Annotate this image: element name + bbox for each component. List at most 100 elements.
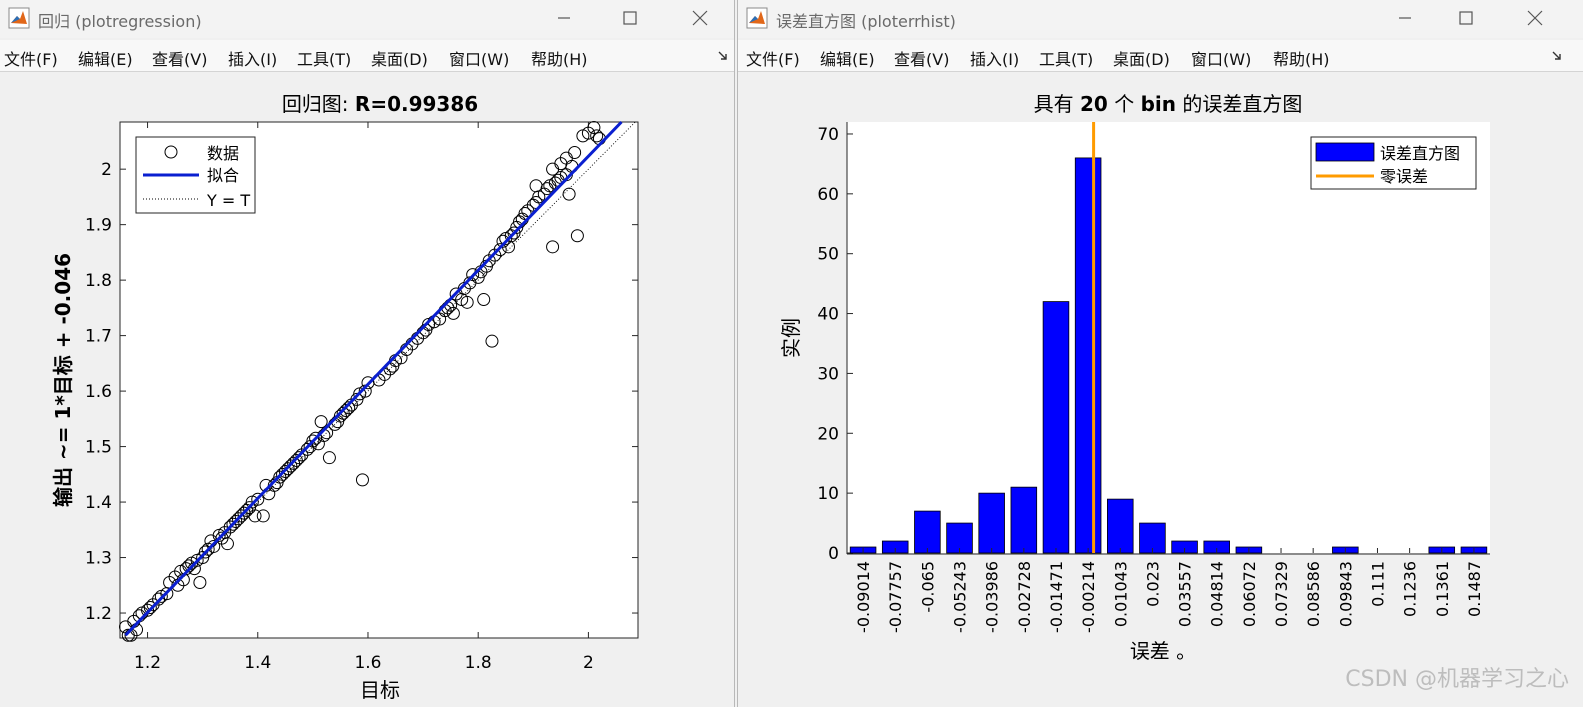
histogram-bar [1107, 498, 1134, 554]
regression-xtick-label: 1.2 [134, 653, 161, 673]
matlab-icon [746, 7, 768, 29]
data-point [248, 509, 262, 523]
minimize-icon[interactable] [552, 6, 576, 30]
menu-file[interactable]: 文件(F) [4, 50, 58, 69]
histogram-plot: 具有 20 个 bin 的误差直方图 0 10 20 30 40 50 60 70 -0.09… [779, 92, 1490, 663]
data-point [559, 151, 573, 165]
histogram-title: 具有 20 个 bin 的误差直方图 [1034, 92, 1303, 116]
histogram-title-prefix: 具有 [1034, 92, 1080, 116]
data-point [546, 240, 560, 254]
data-point [529, 179, 543, 193]
histogram-figure: 具有 20 个 bin 的误差直方图 0 10 20 30 40 50 60 70 -0.09… [738, 73, 1583, 707]
close-icon[interactable] [1523, 6, 1547, 30]
menu-help[interactable]: 帮助(H) [1273, 50, 1330, 69]
histogram-title-bold2: bin [1141, 92, 1176, 116]
histogram-xtick-label: 0.1487 [1465, 561, 1484, 617]
histogram-bar [1139, 522, 1166, 554]
menu-view[interactable]: 查看(V) [894, 50, 950, 69]
histogram-xtick-label: 0.023 [1143, 561, 1162, 607]
menu-insert[interactable]: 插入(I) [970, 50, 1020, 69]
legend-label-data: 数据 [207, 144, 239, 163]
histogram-xtick-label: -0.02728 [1015, 561, 1034, 633]
dock-arrow-icon[interactable] [1550, 49, 1564, 63]
histogram-xticks: -0.09014 -0.07757 -0.065 -0.05243 -0.03986 -0… [854, 548, 1484, 633]
maximize-icon[interactable] [618, 6, 642, 30]
regression-window: 回归 (plotregression) 文件(F) 编辑(E) 查看(V) 插入… [0, 0, 735, 707]
histogram-bar [1010, 486, 1038, 554]
regression-ytick-label: 1.6 [85, 382, 112, 402]
menu-help[interactable]: 帮助(H) [531, 50, 588, 69]
data-point [587, 121, 601, 135]
menu-tools[interactable]: 工具(T) [1039, 50, 1094, 69]
regression-ytick-label: 1.9 [85, 216, 112, 236]
data-point [143, 600, 157, 614]
legend-label-zero: 零误差 [1380, 167, 1428, 186]
menu-tools[interactable]: 工具(T) [297, 50, 352, 69]
title-bar[interactable]: 误差直方图 (ploterrhist) [738, 0, 1583, 38]
menu-window[interactable]: 窗口(W) [1191, 50, 1252, 69]
regression-xtick-label: 1.4 [244, 653, 271, 673]
histogram-xtick-label: -0.00214 [1079, 561, 1098, 633]
regression-legend: 数据 拟合 Y = T [135, 136, 256, 214]
histogram-xtick-label: 0.09843 [1336, 561, 1355, 627]
data-point [292, 451, 306, 465]
histogram-xtick-label: 0.01043 [1111, 561, 1130, 627]
regression-xtick-label: 1.6 [354, 653, 381, 673]
regression-ytick-label: 2 [101, 160, 112, 180]
menu-window[interactable]: 窗口(W) [449, 50, 510, 69]
regression-title-value: R=0.99386 [355, 92, 478, 116]
legend-marker-histogram [1315, 142, 1375, 162]
menu-desktop[interactable]: 桌面(D) [371, 50, 428, 69]
regression-ytick-label: 1.7 [85, 327, 112, 347]
histogram-ytick-label: 40 [817, 305, 839, 325]
histogram-ytick-label: 20 [817, 424, 839, 444]
data-point [256, 509, 270, 523]
histogram-bar [914, 510, 941, 554]
histogram-ytick-label: 10 [817, 484, 839, 504]
regression-ytick-label: 1.2 [85, 604, 112, 624]
data-point [562, 187, 576, 201]
histogram-xtick-label: 0.03557 [1176, 561, 1195, 627]
watermark: CSDN @机器学习之心 [1345, 667, 1569, 692]
menu-edit[interactable]: 编辑(E) [820, 50, 875, 69]
menu-bar: 文件(F) 编辑(E) 查看(V) 插入(I) 工具(T) 桌面(D) 窗口(W… [738, 40, 1583, 72]
histogram-xtick-label: 0.1361 [1433, 561, 1452, 617]
regression-title-prefix: 回归图: [282, 92, 355, 116]
histogram-xtick-label: 0.06072 [1240, 561, 1259, 627]
histogram-xtick-label: 0.08586 [1304, 561, 1323, 627]
histogram-title-suffix: 的误差直方图 [1176, 92, 1302, 116]
histogram-xtick-label: -0.065 [918, 561, 937, 613]
dock-arrow-icon[interactable] [716, 49, 730, 63]
window-title: 回归 (plotregression) [38, 12, 202, 31]
menu-view[interactable]: 查看(V) [152, 50, 208, 69]
data-point [314, 415, 328, 429]
histogram-bar [1074, 157, 1102, 554]
histogram-xtick-label: -0.01471 [1047, 561, 1066, 633]
data-point [355, 473, 369, 487]
histogram-xtick-label: 0.111 [1368, 561, 1387, 607]
close-icon[interactable] [688, 6, 712, 30]
minimize-icon[interactable] [1393, 6, 1417, 30]
histogram-title-middle: 个 [1108, 92, 1141, 116]
menu-edit[interactable]: 编辑(E) [78, 50, 133, 69]
window-title: 误差直方图 (ploterrhist) [776, 12, 956, 31]
regression-ytick-label: 1.4 [85, 493, 112, 513]
legend-marker-data [164, 145, 178, 159]
menu-insert[interactable]: 插入(I) [228, 50, 278, 69]
title-bar[interactable]: 回归 (plotregression) [0, 0, 734, 38]
regression-ytick-label: 1.5 [85, 438, 112, 458]
histogram-bars [849, 157, 1488, 554]
regression-plot: 回归图: R=0.99386 1.2 1.4 1.6 1.8 2 1.2 1.3 1.4 1.5… [51, 92, 639, 702]
regression-ylabel: 输出 ~= 1*目标 + -0.046 [51, 253, 75, 507]
histogram-ytick-label: 30 [817, 364, 839, 384]
regression-title: 回归图: R=0.99386 [282, 92, 478, 116]
histogram-title-bold: 20 [1080, 92, 1108, 116]
menu-file[interactable]: 文件(F) [746, 50, 800, 69]
histogram-ytick-label: 0 [828, 544, 839, 564]
error-histogram-window: 误差直方图 (ploterrhist) 文件(F) 编辑(E) 查看(V) 插入… [737, 0, 1583, 707]
histogram-xlabel: 误差 。 [1130, 639, 1196, 663]
histogram-legend: 误差直方图 零误差 [1310, 136, 1477, 190]
menu-desktop[interactable]: 桌面(D) [1113, 50, 1170, 69]
histogram-xtick-label: -0.03986 [983, 561, 1002, 633]
maximize-icon[interactable] [1454, 6, 1478, 30]
